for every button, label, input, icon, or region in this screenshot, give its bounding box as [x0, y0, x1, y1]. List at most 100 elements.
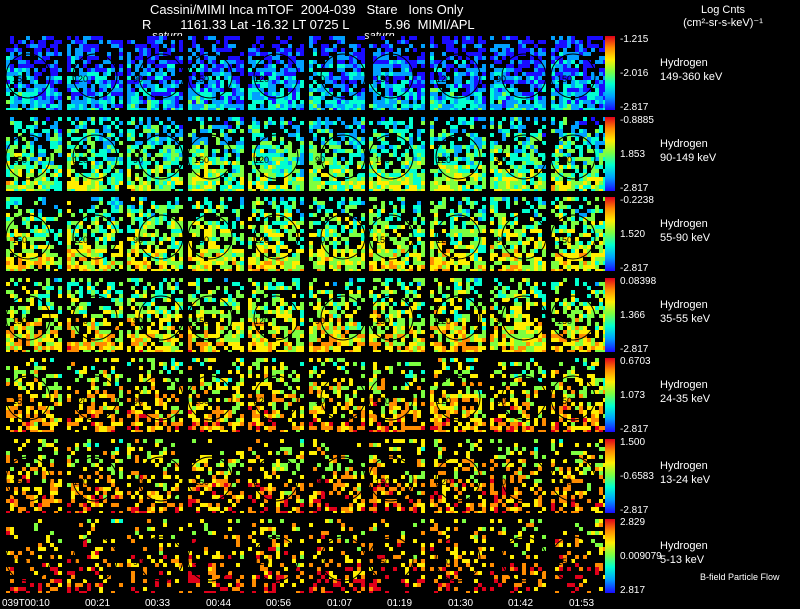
heatmap-cell — [260, 104, 264, 108]
heatmap-cell — [510, 88, 514, 92]
heatmap-cell — [526, 153, 530, 157]
heatmap-cell — [103, 249, 107, 253]
heatmap-cell — [353, 225, 357, 229]
heatmap-cell — [6, 221, 10, 225]
heatmap-cell — [470, 205, 474, 209]
heatmap-cell — [139, 201, 143, 205]
heatmap-cell — [30, 141, 34, 145]
heatmap-cell — [599, 189, 603, 191]
heatmap-cell — [430, 169, 434, 173]
heatmap-cell — [514, 165, 518, 169]
heatmap-cell — [510, 125, 514, 129]
heatmap-cell — [111, 197, 115, 201]
heatmap-cell — [224, 269, 228, 271]
heatmap-cell — [313, 60, 317, 64]
heatmap-cell — [272, 249, 276, 253]
heatmap-cell — [54, 121, 58, 125]
heatmap-cell — [333, 185, 337, 189]
heatmap-cell — [95, 137, 99, 141]
heatmap-cell — [260, 237, 264, 241]
heatmap-cell — [91, 76, 95, 80]
heatmap-cell — [54, 237, 58, 241]
heatmap-cell — [284, 253, 288, 257]
heatmap-cell — [530, 169, 534, 173]
heatmap-cell — [450, 169, 454, 173]
heatmap-cell — [99, 133, 103, 137]
heatmap-cell — [454, 88, 458, 92]
heatmap-cell — [313, 213, 317, 217]
heatmap-cell — [208, 201, 212, 205]
heatmap-cell — [91, 48, 95, 52]
heatmap-cell — [292, 221, 296, 225]
heatmap-cell — [559, 189, 563, 191]
heatmap-cell — [551, 92, 555, 96]
heatmap-cell — [349, 92, 353, 96]
heatmap-cell — [409, 44, 413, 48]
heatmap-cell — [10, 100, 14, 104]
heatmap-cell — [284, 269, 288, 271]
heatmap-cell — [325, 181, 329, 185]
heatmap-cell — [393, 173, 397, 177]
heatmap-cell — [292, 96, 296, 100]
heatmap-cell — [14, 68, 18, 72]
heatmap-cell — [131, 205, 135, 209]
heatmap-cell — [147, 104, 151, 108]
bfield-legend: B-field Particle Flow — [700, 572, 780, 582]
heatmap-cell — [417, 56, 421, 60]
heatmap-cell — [349, 133, 353, 137]
heatmap-cell — [22, 237, 26, 241]
heatmap-cell — [280, 189, 284, 191]
heatmap-cell — [345, 169, 349, 173]
heatmap-cell — [192, 149, 196, 153]
heatmap-cell — [155, 269, 159, 271]
heatmap-cell — [534, 52, 538, 56]
heatmap-cell — [506, 52, 510, 56]
heatmap-cell — [34, 133, 38, 137]
heatmap-cell — [296, 80, 300, 84]
heatmap-cell — [284, 265, 288, 269]
heatmap-cell — [252, 125, 256, 129]
heatmap-cell — [248, 161, 252, 165]
heatmap-cell — [46, 104, 50, 108]
heatmap-cell — [18, 60, 22, 64]
heatmap-cell — [204, 64, 208, 68]
heatmap-cell — [417, 229, 421, 233]
heatmap-cell — [450, 64, 454, 68]
heatmap-cell — [329, 261, 333, 265]
heatmap-cell — [413, 249, 417, 253]
heatmap-cell — [559, 104, 563, 108]
heatmap-cell — [276, 205, 280, 209]
heatmap-cell — [204, 237, 208, 241]
heatmap-cell — [83, 177, 87, 181]
heatmap-cell — [494, 44, 498, 48]
heatmap-cell — [143, 88, 147, 92]
heatmap-cell — [389, 121, 393, 125]
heatmap-cell — [454, 100, 458, 104]
heatmap-cell — [42, 153, 46, 157]
heatmap-cell — [559, 44, 563, 48]
heatmap-cell — [220, 64, 224, 68]
heatmap-cell — [107, 60, 111, 64]
heatmap-cell — [337, 100, 341, 104]
heatmap-cell — [514, 80, 518, 84]
heatmap-cell — [357, 52, 361, 56]
heatmap-cell — [143, 72, 147, 76]
heatmap-cell — [50, 76, 54, 80]
heatmap-cell — [377, 185, 381, 189]
heatmap-cell — [442, 201, 446, 205]
heatmap-cell — [430, 36, 434, 40]
heatmap-cell — [555, 129, 559, 133]
heatmap-cell — [526, 145, 530, 149]
heatmap-cell — [196, 80, 200, 84]
heatmap-cell — [381, 269, 385, 271]
heatmap-cell — [91, 44, 95, 48]
heatmap-cell — [337, 161, 341, 165]
heatmap-cell — [42, 181, 46, 185]
heatmap-cell — [389, 104, 393, 108]
heatmap-cell — [405, 80, 409, 84]
heatmap-cell — [188, 249, 192, 253]
heatmap-cell — [373, 169, 377, 173]
heatmap-cell — [252, 161, 256, 165]
heatmap-cell — [256, 36, 260, 40]
heatmap-cell — [204, 269, 208, 271]
